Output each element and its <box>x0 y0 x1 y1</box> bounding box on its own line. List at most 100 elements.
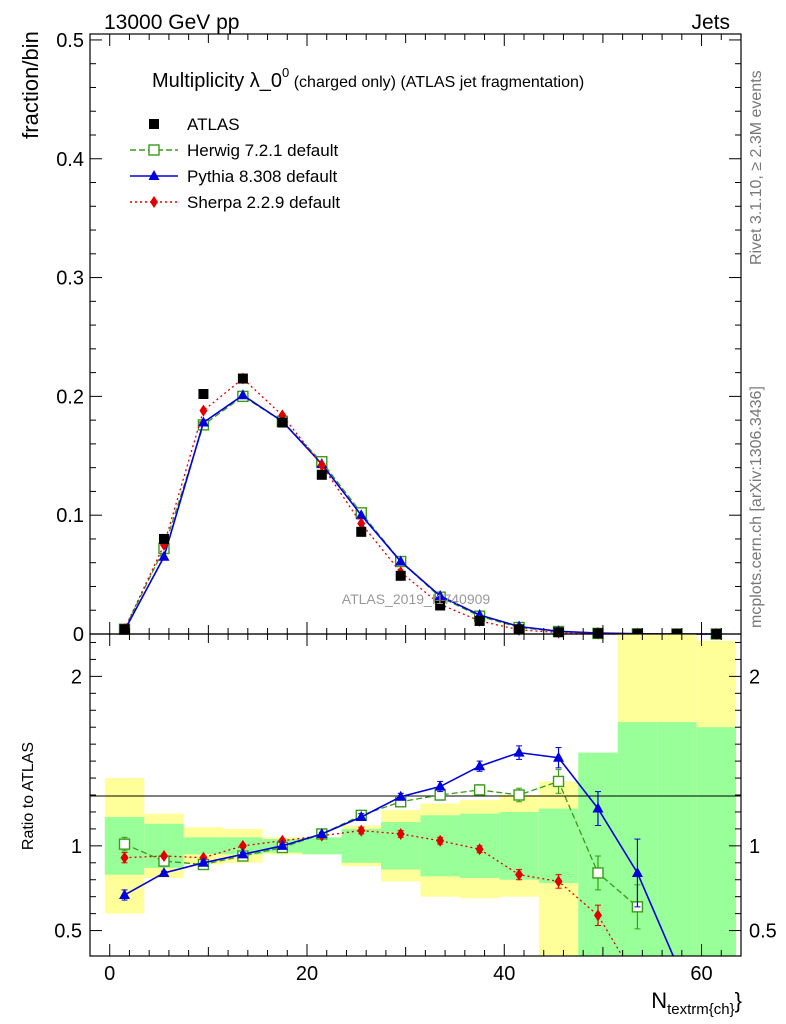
main-point <box>553 627 564 638</box>
ratio-y-tick-label: 1 <box>71 836 82 858</box>
main-y-ticks: 0 0.1 0.2 0.3 0.4 0.5 <box>56 30 741 646</box>
ratio-band-inner <box>499 811 539 880</box>
main-point <box>395 570 406 581</box>
main-title-text: Multiplicity λ_0 <box>152 70 282 92</box>
ratio-point <box>276 839 288 850</box>
ratio-point <box>395 790 407 801</box>
ratio-y-tick-label: 0.5 <box>54 921 82 943</box>
legend-label: Pythia 8.308 default <box>187 167 338 186</box>
ratio-ylabel: Ratio to ATLAS <box>20 742 37 850</box>
legend-marker <box>148 144 160 156</box>
x-axis-label-main: N <box>651 988 667 1013</box>
x-tick-label: 40 <box>493 963 515 985</box>
ratio-point <box>473 784 486 796</box>
main-title-sup: 0 <box>282 65 289 80</box>
ratio-y-ticks: 0.5 0.5 1 1 2 2 <box>54 641 777 943</box>
main-point <box>158 550 170 561</box>
ratio-point <box>357 824 366 837</box>
ratio-y-tick-label-right: 0.5 <box>749 921 777 943</box>
energy-label: 13000 GeV pp <box>104 11 239 34</box>
ratio-series-line <box>124 780 638 908</box>
main-point <box>592 628 603 639</box>
ratio-y-tick-label-right: 1 <box>749 836 760 858</box>
main-point <box>198 389 209 399</box>
main-y-tick-label: 0.1 <box>56 505 84 527</box>
main-point <box>434 589 446 600</box>
rivet-label: Rivet 3.1.10, ≥ 2.3M events <box>748 70 765 265</box>
ratio-point <box>158 866 170 877</box>
ratio-point <box>592 802 604 813</box>
x-axis-label-tail: } <box>735 988 742 1013</box>
main-point <box>277 417 288 428</box>
ratio-band-inner <box>302 837 342 855</box>
x-axis-label-sub: textrm{ch} <box>667 1001 735 1018</box>
x-tick-label: 0 <box>104 963 115 985</box>
legend-marker <box>149 119 159 129</box>
legend-label: ATLAS <box>187 115 240 134</box>
main-y-tick-label: 0.4 <box>56 149 84 171</box>
main-point <box>395 555 407 566</box>
main-point <box>316 469 327 480</box>
ratio-point <box>513 746 525 757</box>
ratio-band-inner <box>538 808 579 884</box>
main-point <box>355 509 367 520</box>
main-panel: fraction/bin Multiplicity λ_00 (charged … <box>18 30 742 646</box>
ratio-point <box>554 875 563 888</box>
main-y-tick-label: 0 <box>73 624 84 646</box>
main-point <box>356 526 367 537</box>
main-point <box>237 373 248 384</box>
ratio-point <box>593 909 602 922</box>
ratio-series-1 <box>119 745 675 956</box>
ratio-panel: 0.5 0.5 1 1 2 2 0 20 40 60 Ratio to ATLAS <box>20 34 777 985</box>
ratio-point <box>513 789 525 801</box>
main-y-tick-label: 0.2 <box>56 386 84 408</box>
legend-label: Herwig 7.2.1 default <box>187 141 338 160</box>
ratio-point <box>474 760 486 771</box>
ratio-point <box>434 780 446 791</box>
ratio-point <box>120 851 129 864</box>
ratio-band-inner <box>657 722 697 956</box>
ratio-point <box>237 848 249 859</box>
ratio-point <box>355 811 367 822</box>
watermark: ATLAS_2019_I1740909 <box>342 591 491 607</box>
x-tick-label: 20 <box>296 963 318 985</box>
main-y-tick-label: 0.3 <box>56 268 84 290</box>
main-point <box>474 615 485 626</box>
ratio-point <box>552 775 565 788</box>
legend: ATLAS Herwig 7.2.1 default Pythia 8.308 de… <box>130 115 340 212</box>
ratio-point <box>396 827 405 840</box>
main-title: Multiplicity λ_00 (charged only) (ATLAS … <box>152 65 584 92</box>
x-axis-label: Ntextrm{ch}} <box>651 988 742 1018</box>
ratio-point <box>553 751 565 762</box>
ratio-series-line <box>124 829 624 956</box>
main-point <box>197 416 209 427</box>
legend-label: Sherpa 2.2.9 default <box>187 193 340 212</box>
ratio-y-tick-label-right: 2 <box>749 666 760 688</box>
ratio-series <box>118 745 675 956</box>
source-label: mcplots.cern.ch [arXiv:1306.3436] <box>748 386 765 628</box>
x-axis-ticks: 0 20 40 60 <box>104 34 742 985</box>
ratio-point <box>631 866 643 877</box>
main-point <box>237 389 249 400</box>
ratio-frame <box>89 633 742 957</box>
main-point <box>317 459 326 472</box>
main-point <box>199 404 208 417</box>
ratio-band-inner <box>696 727 737 956</box>
process-label: Jets <box>691 11 730 34</box>
ratio-series-line <box>124 751 675 956</box>
ratio-point <box>436 834 445 847</box>
ratio-point <box>238 839 247 852</box>
legend-marker <box>148 170 160 180</box>
legend-marker <box>150 196 158 208</box>
ratio-y-tick-label: 2 <box>71 666 82 688</box>
main-point <box>357 517 366 530</box>
main-point <box>119 624 130 635</box>
main-ylabel: fraction/bin <box>18 31 43 139</box>
ratio-point <box>197 856 209 867</box>
x-tick-label: 60 <box>690 963 712 985</box>
main-title-suffix: (charged only) (ATLAS jet fragmentation) <box>289 74 584 91</box>
main-point <box>435 600 446 611</box>
ratio-point <box>592 867 604 879</box>
ratio-band-inner <box>183 837 224 855</box>
